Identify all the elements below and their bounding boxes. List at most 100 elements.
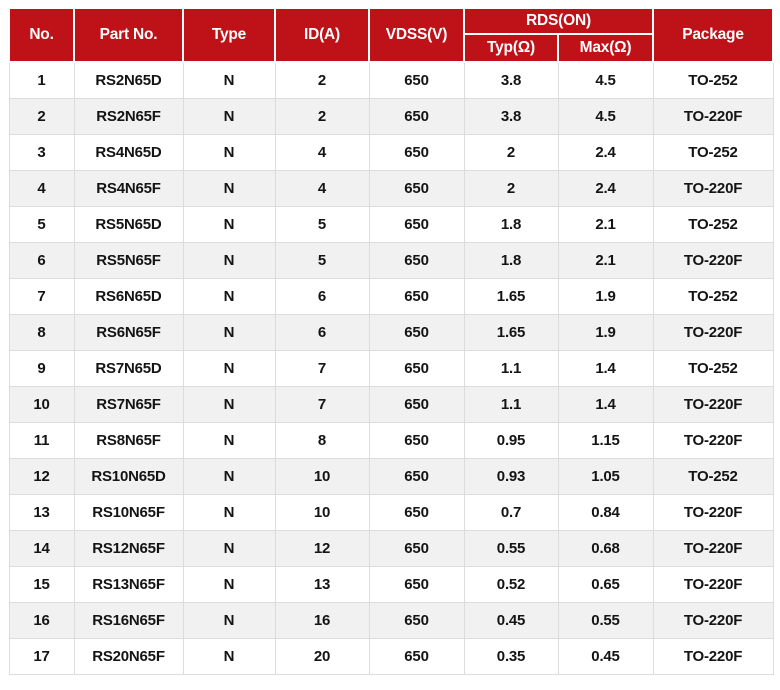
header-id: ID(A) [274, 7, 370, 63]
cell-id: 16 [274, 601, 370, 639]
cell-part-no: RS5N65D [73, 205, 184, 243]
table-row: 2 RS2N65F N 2 650 3.8 4.5 TO-220F [8, 97, 774, 135]
cell-type: N [182, 97, 276, 135]
cell-vdss: 650 [368, 565, 465, 603]
table-row: 7 RS6N65D N 6 650 1.65 1.9 TO-252 [8, 277, 774, 315]
cell-max: 1.05 [557, 457, 654, 495]
cell-max: 1.4 [557, 349, 654, 387]
cell-type: N [182, 133, 276, 171]
table-row: 1 RS2N65D N 2 650 3.8 4.5 TO-252 [8, 61, 774, 99]
cell-id: 6 [274, 277, 370, 315]
cell-max: 2.1 [557, 241, 654, 279]
table-row: 11 RS8N65F N 8 650 0.95 1.15 TO-220F [8, 421, 774, 459]
cell-typ: 0.35 [463, 637, 559, 675]
cell-vdss: 650 [368, 169, 465, 207]
cell-part-no: RS6N65D [73, 277, 184, 315]
cell-typ: 2 [463, 133, 559, 171]
cell-part-no: RS5N65F [73, 241, 184, 279]
cell-part-no: RS4N65D [73, 133, 184, 171]
cell-typ: 0.7 [463, 493, 559, 531]
header-max: Max(Ω) [557, 33, 654, 63]
cell-vdss: 650 [368, 241, 465, 279]
cell-package: TO-220F [652, 97, 774, 135]
cell-typ: 3.8 [463, 61, 559, 99]
cell-package: TO-220F [652, 313, 774, 351]
table-row: 15 RS13N65F N 13 650 0.52 0.65 TO-220F [8, 565, 774, 603]
mosfet-selection-table: No. Part No. Type ID(A) VDSS(V) RDS(ON) … [8, 7, 774, 675]
cell-vdss: 650 [368, 601, 465, 639]
cell-id: 6 [274, 313, 370, 351]
cell-type: N [182, 421, 276, 459]
cell-no: 17 [8, 637, 75, 675]
cell-typ: 0.93 [463, 457, 559, 495]
cell-part-no: RS10N65D [73, 457, 184, 495]
cell-typ: 0.55 [463, 529, 559, 567]
cell-max: 0.65 [557, 565, 654, 603]
cell-vdss: 650 [368, 349, 465, 387]
header-typ: Typ(Ω) [463, 33, 559, 63]
cell-typ: 1.65 [463, 313, 559, 351]
cell-no: 15 [8, 565, 75, 603]
cell-type: N [182, 601, 276, 639]
table-row: 8 RS6N65F N 6 650 1.65 1.9 TO-220F [8, 313, 774, 351]
cell-part-no: RS2N65D [73, 61, 184, 99]
cell-type: N [182, 385, 276, 423]
table-row: 10 RS7N65F N 7 650 1.1 1.4 TO-220F [8, 385, 774, 423]
cell-max: 4.5 [557, 97, 654, 135]
cell-vdss: 650 [368, 133, 465, 171]
cell-typ: 3.8 [463, 97, 559, 135]
cell-typ: 1.8 [463, 241, 559, 279]
cell-max: 4.5 [557, 61, 654, 99]
cell-package: TO-220F [652, 169, 774, 207]
cell-id: 5 [274, 241, 370, 279]
cell-type: N [182, 457, 276, 495]
cell-type: N [182, 565, 276, 603]
cell-max: 2.4 [557, 169, 654, 207]
table-header: No. Part No. Type ID(A) VDSS(V) RDS(ON) … [8, 7, 774, 63]
cell-id: 12 [274, 529, 370, 567]
cell-type: N [182, 493, 276, 531]
cell-type: N [182, 313, 276, 351]
table-row: 14 RS12N65F N 12 650 0.55 0.68 TO-220F [8, 529, 774, 567]
cell-no: 5 [8, 205, 75, 243]
cell-no: 13 [8, 493, 75, 531]
cell-package: TO-252 [652, 61, 774, 99]
table-row: 6 RS5N65F N 5 650 1.8 2.1 TO-220F [8, 241, 774, 279]
cell-package: TO-220F [652, 385, 774, 423]
header-no: No. [8, 7, 75, 63]
cell-no: 14 [8, 529, 75, 567]
cell-id: 20 [274, 637, 370, 675]
header-part-no: Part No. [73, 7, 184, 63]
cell-part-no: RS2N65F [73, 97, 184, 135]
table-row: 4 RS4N65F N 4 650 2 2.4 TO-220F [8, 169, 774, 207]
cell-max: 1.9 [557, 277, 654, 315]
cell-id: 7 [274, 385, 370, 423]
cell-no: 3 [8, 133, 75, 171]
cell-vdss: 650 [368, 493, 465, 531]
cell-package: TO-252 [652, 457, 774, 495]
header-rds-on: RDS(ON) [463, 7, 654, 35]
header-type: Type [182, 7, 276, 63]
cell-id: 2 [274, 97, 370, 135]
cell-id: 10 [274, 457, 370, 495]
cell-package: TO-220F [652, 493, 774, 531]
cell-no: 11 [8, 421, 75, 459]
cell-no: 12 [8, 457, 75, 495]
cell-vdss: 650 [368, 421, 465, 459]
cell-no: 7 [8, 277, 75, 315]
cell-vdss: 650 [368, 313, 465, 351]
cell-no: 2 [8, 97, 75, 135]
cell-typ: 0.95 [463, 421, 559, 459]
cell-id: 4 [274, 169, 370, 207]
table-row: 17 RS20N65F N 20 650 0.35 0.45 TO-220F [8, 637, 774, 675]
cell-type: N [182, 241, 276, 279]
cell-vdss: 650 [368, 529, 465, 567]
cell-type: N [182, 529, 276, 567]
cell-vdss: 650 [368, 205, 465, 243]
cell-max: 0.55 [557, 601, 654, 639]
table-row: 9 RS7N65D N 7 650 1.1 1.4 TO-252 [8, 349, 774, 387]
cell-id: 5 [274, 205, 370, 243]
cell-part-no: RS16N65F [73, 601, 184, 639]
cell-max: 1.15 [557, 421, 654, 459]
